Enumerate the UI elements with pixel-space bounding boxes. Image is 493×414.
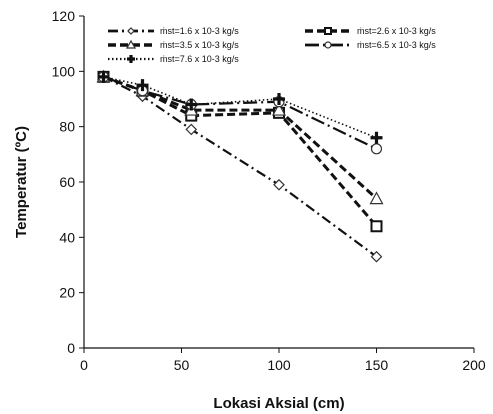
x-ticks: 0 50 100 150 200 — [80, 348, 486, 373]
y-ticks: 0 20 40 60 80 100 120 — [52, 8, 84, 356]
data-point-square — [370, 220, 383, 233]
series-layer — [96, 69, 384, 263]
x-tick-label: 50 — [174, 357, 190, 373]
y-axis-label: Temperatur (ºC) — [13, 126, 30, 238]
y-tick-label: 0 — [67, 340, 75, 356]
legend-item: ṁst=2.6 x 10-3 kg/s — [305, 26, 436, 36]
legend-item: ṁst=7.6 x 10-3 kg/s — [108, 54, 239, 64]
data-point-plus — [136, 79, 149, 92]
data-point-plus — [273, 93, 285, 105]
legend-label: ṁst=2.6 x 10-3 kg/s — [357, 26, 436, 36]
data-point-diamond — [185, 123, 198, 136]
legend-marker — [127, 27, 135, 35]
data-point-plus — [185, 98, 198, 111]
legend-marker — [127, 55, 135, 63]
legend-marker — [125, 39, 137, 49]
x-tick-label: 100 — [267, 357, 291, 373]
data-point-circle — [370, 143, 383, 155]
y-tick-label: 100 — [52, 63, 76, 79]
data-point-diamond — [370, 250, 383, 263]
legend-label: ṁst=6.5 x 10-3 kg/s — [357, 40, 436, 50]
legend-label: ṁst=7.6 x 10-3 kg/s — [160, 54, 239, 64]
legend: ṁst=1.6 x 10-3 kg/s ṁst=2.6 x 10-3 kg/s ṁs… — [108, 26, 436, 64]
series-line — [103, 75, 377, 150]
series-line — [103, 75, 378, 258]
legend-marker — [324, 27, 332, 35]
x-tick-label: 0 — [80, 357, 88, 373]
legend-item: ṁst=3.5 x 10-3 kg/s — [108, 39, 239, 50]
x-axis-label: Lokasi Aksial (cm) — [213, 395, 344, 412]
y-tick-label: 80 — [59, 119, 75, 135]
legend-marker — [324, 41, 332, 49]
x-tick-label: 200 — [462, 357, 486, 373]
y-tick-label: 60 — [59, 174, 75, 190]
legend-label: ṁst=3.5 x 10-3 kg/s — [160, 40, 239, 50]
data-point-plus — [370, 131, 383, 144]
data-point-plus — [97, 70, 110, 83]
y-tick-label: 40 — [59, 229, 75, 245]
data-point-triangle — [369, 191, 384, 205]
series-1 — [97, 71, 383, 263]
data-point-diamond — [273, 178, 285, 191]
legend-item: ṁst=6.5 x 10-3 kg/s — [305, 40, 436, 50]
data-point-triangle — [271, 102, 287, 116]
y-tick-label: 120 — [52, 8, 76, 24]
x-tick-label: 150 — [365, 357, 389, 373]
y-tick-label: 20 — [59, 285, 75, 301]
series-5 — [97, 70, 383, 144]
legend-label: ṁst=1.6 x 10-3 kg/s — [160, 26, 239, 36]
legend-item: ṁst=1.6 x 10-3 kg/s — [108, 26, 239, 36]
